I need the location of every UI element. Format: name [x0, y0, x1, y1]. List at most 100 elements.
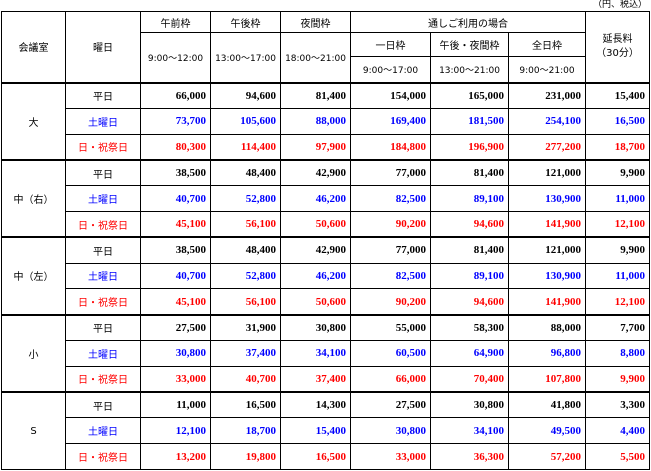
fee-cell: 90,200 [350, 288, 431, 316]
fee-cell: 5,500 [585, 443, 650, 470]
header-time-aft-eve: 13:00〜21:00 [430, 56, 509, 84]
fee-cell: 56,100 [210, 210, 281, 238]
fee-cell: 12,100 [140, 417, 211, 445]
fee-cell: 94,600 [430, 288, 509, 316]
fee-cell: 41,800 [508, 391, 586, 419]
fee-cell: 130,900 [508, 262, 586, 290]
fee-cell: 12,100 [585, 210, 650, 238]
fee-cell: 9,900 [585, 158, 650, 187]
fee-cell: 77,000 [350, 158, 431, 187]
fee-cell: 40,700 [140, 185, 211, 212]
fee-cell: 15,400 [280, 417, 351, 445]
room-name: 中（右） [1, 158, 66, 238]
fee-cell: 97,900 [280, 133, 351, 161]
fee-cell: 48,400 [210, 158, 281, 187]
header-morning: 午前枠 [140, 11, 211, 33]
fee-cell: 40,700 [140, 262, 211, 290]
table-row: 日・祝祭日 80,300 114,400 97,900 184,800 196,900 27… [2, 133, 650, 161]
day-type: 日・祝祭日 [65, 210, 141, 238]
day-type: 平日 [65, 391, 141, 419]
fee-cell: 27,500 [350, 391, 431, 419]
day-type: 平日 [65, 313, 141, 341]
table-row: 中（右） 平日 38,500 48,400 42,900 77,000 81,400 121,… [1, 158, 650, 238]
fee-cell: 12,100 [585, 288, 650, 316]
header-day: 曜日 [65, 11, 141, 83]
room-name: 小 [1, 313, 66, 393]
fee-cell: 141,900 [508, 210, 586, 238]
day-type: 平日 [65, 158, 141, 187]
table-row: 日・祝祭日 45,100 56,100 50,600 90,200 94,600 141,9… [2, 210, 650, 238]
fee-cell: 121,000 [508, 158, 586, 187]
fee-cell: 121,000 [508, 236, 586, 264]
room-name: 大 [1, 81, 66, 161]
header-time-oneday: 9:00〜17:00 [350, 56, 431, 84]
day-type: 土曜日 [65, 107, 141, 135]
header-time-fullday: 9:00〜21:00 [508, 56, 586, 84]
fee-cell: 14,300 [280, 391, 351, 419]
room-name: 中（左） [1, 236, 66, 316]
fee-cell: 38,500 [140, 236, 211, 264]
fee-cell: 37,400 [280, 365, 351, 393]
day-type: 日・祝祭日 [65, 365, 141, 393]
fee-cell: 36,300 [430, 443, 509, 470]
fee-cell: 94,600 [210, 81, 281, 109]
table-row: 日・祝祭日 33,000 40,700 37,400 66,000 70,400 107,8… [2, 365, 650, 393]
fee-cell: 7,700 [585, 313, 650, 341]
fee-cell: 254,100 [508, 107, 586, 135]
table-row: 日・祝祭日 13,200 19,800 16,500 33,000 36,300 57,20… [2, 443, 650, 470]
fee-cell: 18,700 [585, 133, 650, 161]
fee-cell: 231,000 [508, 81, 586, 109]
header-room: 会議室 [1, 11, 66, 83]
fee-cell: 88,000 [280, 107, 351, 135]
fee-cell: 57,200 [508, 443, 586, 470]
fee-cell: 46,200 [280, 185, 351, 212]
fee-cell: 27,500 [140, 313, 211, 341]
fee-cell: 34,100 [280, 339, 351, 367]
table-row: 日・祝祭日 45,100 56,100 50,600 90,200 94,600 141,9… [2, 288, 650, 316]
fee-cell: 90,200 [350, 210, 431, 238]
fee-cell: 48,400 [210, 236, 281, 264]
table-row: 大平日 66,000 94,600 81,400 154,000 165,000 231,0… [1, 81, 650, 161]
fee-cell: 50,600 [280, 288, 351, 316]
fee-cell: 141,900 [508, 288, 586, 316]
header-extension: 延長料 （30分） [585, 11, 650, 83]
table-row: 小平日 27,500 31,900 30,800 55,000 58,300 88,000 7… [1, 313, 650, 393]
fee-cell: 16,500 [280, 443, 351, 470]
fee-cell: 33,000 [350, 443, 431, 470]
fee-cell: 3,300 [585, 391, 650, 419]
fee-cell: 46,200 [280, 262, 351, 290]
fee-cell: 42,900 [280, 158, 351, 187]
day-type: 日・祝祭日 [65, 133, 141, 161]
day-type: 平日 [65, 236, 141, 264]
fee-cell: 50,600 [280, 210, 351, 238]
fee-cell: 55,000 [350, 313, 431, 341]
fee-cell: 130,900 [508, 185, 586, 212]
fee-cell: 18,700 [210, 417, 281, 445]
header-fullday: 全日枠 [508, 32, 586, 57]
fee-cell: 81,400 [430, 236, 509, 264]
day-type: 日・祝祭日 [65, 443, 141, 470]
fee-cell: 82,500 [350, 185, 431, 212]
fee-cell: 277,200 [508, 133, 586, 161]
fee-cell: 165,000 [430, 81, 509, 109]
fee-cell: 11,000 [585, 185, 650, 212]
header-time-morning: 9:00〜12:00 [140, 32, 211, 83]
header-aft-eve: 午後・夜間枠 [430, 32, 509, 57]
fee-cell: 66,000 [350, 365, 431, 393]
fee-cell: 40,700 [210, 365, 281, 393]
fee-cell: 30,800 [140, 339, 211, 367]
fee-cell: 45,100 [140, 210, 211, 238]
fee-cell: 60,500 [350, 339, 431, 367]
header-evening: 夜間枠 [280, 11, 351, 33]
header-afternoon: 午後枠 [210, 11, 281, 33]
fee-cell: 81,400 [280, 81, 351, 109]
fee-cell: 89,100 [430, 185, 509, 212]
fee-cell: 37,400 [210, 339, 281, 367]
fee-cell: 107,800 [508, 365, 586, 393]
fee-cell: 16,500 [585, 107, 650, 135]
day-type: 土曜日 [65, 262, 141, 290]
header-time-evening: 18:00〜21:00 [280, 32, 351, 83]
fee-cell: 42,900 [280, 236, 351, 264]
table-row: 中（左） 平日 38,500 48,400 42,900 77,000 81,400 121,… [1, 236, 650, 316]
day-type: 日・祝祭日 [65, 288, 141, 316]
